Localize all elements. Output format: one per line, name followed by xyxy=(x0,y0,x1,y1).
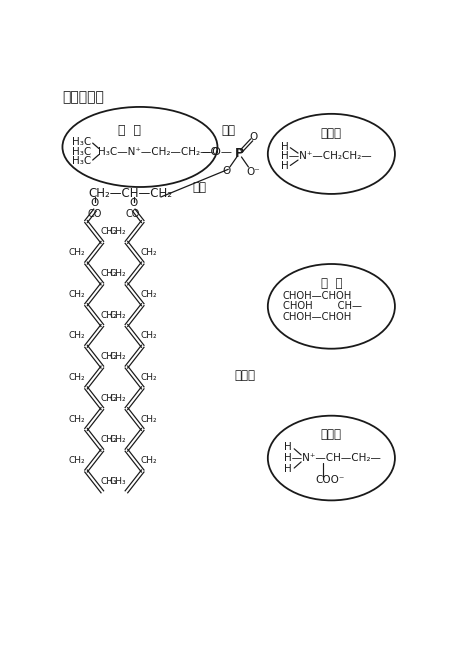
Text: CH₂: CH₂ xyxy=(101,311,117,319)
Text: O⁻: O⁻ xyxy=(246,166,260,177)
Text: O: O xyxy=(90,198,99,208)
Text: CH₂: CH₂ xyxy=(141,331,158,341)
Text: 磷脂酰胆碱: 磷脂酰胆碱 xyxy=(63,90,104,104)
Text: 肌  醇: 肌 醇 xyxy=(320,277,342,290)
Text: 烃基链: 烃基链 xyxy=(234,369,256,382)
Text: CH₂: CH₂ xyxy=(109,228,126,236)
Text: CH₂: CH₂ xyxy=(101,394,117,403)
Text: 胆  碱: 胆 碱 xyxy=(118,123,141,137)
Text: CH₂: CH₂ xyxy=(109,352,126,361)
Text: O: O xyxy=(250,132,258,142)
Text: H—N⁺—CH—CH₂—: H—N⁺—CH—CH₂— xyxy=(284,453,381,463)
Text: CHOH        CH—: CHOH CH— xyxy=(283,302,361,312)
Text: 甘油: 甘油 xyxy=(193,182,207,194)
Text: CHOH—CHOH: CHOH—CHOH xyxy=(283,312,352,322)
Text: H₃C—N⁺—CH₂—CH₂—O: H₃C—N⁺—CH₂—CH₂—O xyxy=(98,147,219,156)
Text: CH₃: CH₃ xyxy=(109,477,126,486)
Text: CH₂: CH₂ xyxy=(69,290,86,299)
Text: CH₂: CH₂ xyxy=(109,436,126,444)
Text: CH₂: CH₂ xyxy=(141,290,158,299)
Text: CO: CO xyxy=(87,209,102,219)
Text: CO: CO xyxy=(126,209,140,219)
Text: CH₂: CH₂ xyxy=(141,414,158,424)
Text: P: P xyxy=(234,147,244,160)
Text: O: O xyxy=(223,166,231,176)
Text: CH₂: CH₂ xyxy=(101,436,117,444)
Text: H: H xyxy=(284,442,292,452)
Text: O: O xyxy=(129,198,137,208)
Text: H₃C: H₃C xyxy=(72,156,91,166)
Text: H: H xyxy=(281,161,289,171)
Text: H—N⁺—CH₂CH₂—: H—N⁺—CH₂CH₂— xyxy=(281,151,372,161)
Text: CHOH—CHOH: CHOH—CHOH xyxy=(283,290,352,300)
Text: CH₂: CH₂ xyxy=(141,373,158,382)
Text: CH₂: CH₂ xyxy=(101,269,117,278)
Text: CH₂: CH₂ xyxy=(69,248,86,257)
Text: CH₂: CH₂ xyxy=(141,456,158,465)
Text: CH₂: CH₂ xyxy=(101,228,117,236)
Text: CH₂: CH₂ xyxy=(141,248,158,257)
Text: —O—: —O— xyxy=(201,147,232,157)
Text: H₃C: H₃C xyxy=(72,147,91,156)
Text: 磷酸: 磷酸 xyxy=(221,123,235,137)
Text: H: H xyxy=(281,142,289,152)
Text: 乙醇胺: 乙醇胺 xyxy=(321,127,342,140)
Text: 丝氨酸: 丝氨酸 xyxy=(321,428,342,442)
Text: CH₃: CH₃ xyxy=(101,477,117,486)
Text: CH₂—CH—CH₂: CH₂—CH—CH₂ xyxy=(89,187,173,200)
Text: CH₂: CH₂ xyxy=(69,456,86,465)
Text: CH₂: CH₂ xyxy=(69,373,86,382)
Text: H: H xyxy=(284,464,292,474)
Text: H₃C: H₃C xyxy=(72,137,91,147)
Text: CH₂: CH₂ xyxy=(69,331,86,341)
Text: CH₂: CH₂ xyxy=(101,352,117,361)
Text: CH₂: CH₂ xyxy=(109,311,126,319)
Text: COO⁻: COO⁻ xyxy=(316,475,345,485)
Text: CH₂: CH₂ xyxy=(109,394,126,403)
Text: CH₂: CH₂ xyxy=(109,269,126,278)
Text: CH₂: CH₂ xyxy=(69,414,86,424)
